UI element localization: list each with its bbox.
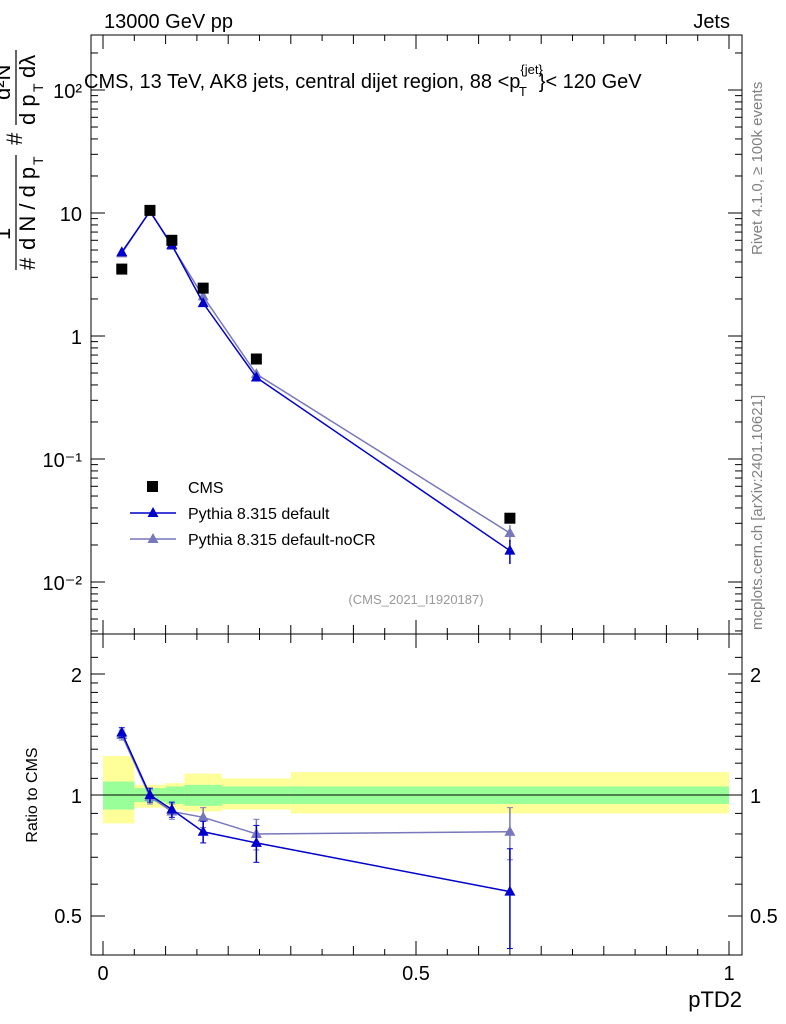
y-tick-label-10: 10: [60, 204, 82, 226]
legend-marker-nocr: [147, 533, 159, 543]
title-sup: {jet}: [520, 62, 543, 77]
ratio-y-tick-2: 2: [71, 665, 82, 687]
ratio-y-tick-right-2: 2: [750, 665, 761, 687]
ratio-data-marks: [116, 726, 516, 950]
ylabel-part-9: d²N: [0, 65, 15, 100]
main-y-axis-label: # d N / d p T 1 # d p T dλ d²N: [0, 50, 46, 270]
cms-data-point: [116, 263, 128, 275]
cms-data-point: [250, 353, 262, 365]
main-panel: 10⁻² 10⁻¹ 1 10 10² CMS, 13 TeV, AK8 jets…: [0, 34, 743, 635]
ylabel-part-7: T: [30, 83, 46, 92]
legend-label-cms: CMS: [188, 480, 224, 497]
ylabel-part-4: 1: [0, 228, 15, 240]
title-sub: T: [519, 84, 527, 99]
mc-line-0: [121, 210, 511, 552]
mc-point: [504, 544, 516, 555]
mc-point: [250, 371, 262, 382]
ratio-y-tick-0.5: 0.5: [54, 906, 82, 928]
mc-point: [504, 527, 516, 538]
legend-label-default: Pythia 8.315 default: [188, 506, 330, 523]
legend-label-nocr: Pythia 8.315 default-noCR: [188, 532, 376, 549]
mcplots-label: mcplots.cern.ch [arXiv:2401.10621]: [749, 395, 766, 630]
legend: CMS Pythia 8.315 default Pythia 8.315 de…: [130, 480, 376, 549]
ratio-bands: [103, 756, 729, 824]
energy-label: 13000 GeV pp: [104, 11, 233, 33]
ratio-y-axis-label: Ratio to CMS: [24, 747, 41, 842]
category-label: Jets: [693, 11, 730, 33]
ratio-point: [250, 836, 262, 847]
ylabel-part-1: #: [15, 257, 40, 270]
cms-data-point: [504, 512, 516, 524]
legend-marker-default: [147, 507, 159, 517]
ratio-point: [197, 825, 209, 836]
main-axis-ticks: [91, 35, 742, 634]
ratio-y-tick-1: 1: [71, 786, 82, 808]
ratio-point: [116, 726, 128, 737]
ratio-point: [504, 885, 516, 896]
mc-point: [197, 297, 209, 308]
ylabel-part-6: d p: [15, 94, 40, 125]
ratio-point: [144, 789, 156, 799]
cms-data-point: [144, 204, 156, 216]
main-y-tick-labels: 10⁻² 10⁻¹ 1 10 10²: [43, 81, 83, 595]
plot-title: CMS, 13 TeV, AK8 jets, central dijet reg…: [84, 62, 642, 99]
ylabel-part-2: d N / d p: [15, 167, 40, 250]
x-tick-label-1: 1: [723, 963, 734, 985]
ratio-line-1: [121, 734, 510, 835]
ratio-panel: 0.5 1 2 0.5 1 2 0 0.5 1 pTD2 Ratio to CM…: [24, 633, 778, 1012]
cms-data-point: [166, 234, 178, 246]
y-tick-label-1e-1: 10⁻¹: [43, 450, 83, 472]
ylabel-part-8: dλ: [15, 55, 40, 78]
ratio-stat-band: [103, 781, 135, 810]
ylabel-part-3: T: [30, 156, 46, 165]
ratio-line-0: [121, 732, 511, 893]
analysis-tag: (CMS_2021_I1920187): [348, 592, 483, 607]
ratio-point: [166, 803, 178, 814]
legend-marker-cms: [147, 481, 158, 492]
ratio-axis-ticks: [91, 634, 742, 955]
y-tick-label-100: 10²: [53, 81, 82, 103]
x-tick-label-0: 0: [97, 963, 108, 985]
title-prefix: CMS, 13 TeV, AK8 jets, central dijet reg…: [84, 71, 520, 93]
ratio-point: [504, 825, 516, 836]
ratio-y-tick-right-1: 1: [750, 786, 761, 808]
x-tick-label-0.5: 0.5: [402, 963, 430, 985]
mc-point: [116, 246, 128, 257]
y-tick-label-1e-2: 10⁻²: [43, 573, 83, 595]
rivet-version-label: Rivet 4.1.0, ≥ 100k events: [749, 82, 766, 255]
ratio-y-tick-right-0.5: 0.5: [750, 906, 778, 928]
cms-data-point: [197, 282, 209, 294]
y-tick-label-1: 1: [71, 327, 82, 349]
x-axis-label: pTD2: [688, 987, 742, 1012]
main-data-marks: [116, 204, 516, 565]
title-suffix: }< 120 GeV: [539, 71, 643, 93]
ylabel-part-5: #: [2, 132, 27, 145]
ratio-point: [197, 811, 209, 822]
